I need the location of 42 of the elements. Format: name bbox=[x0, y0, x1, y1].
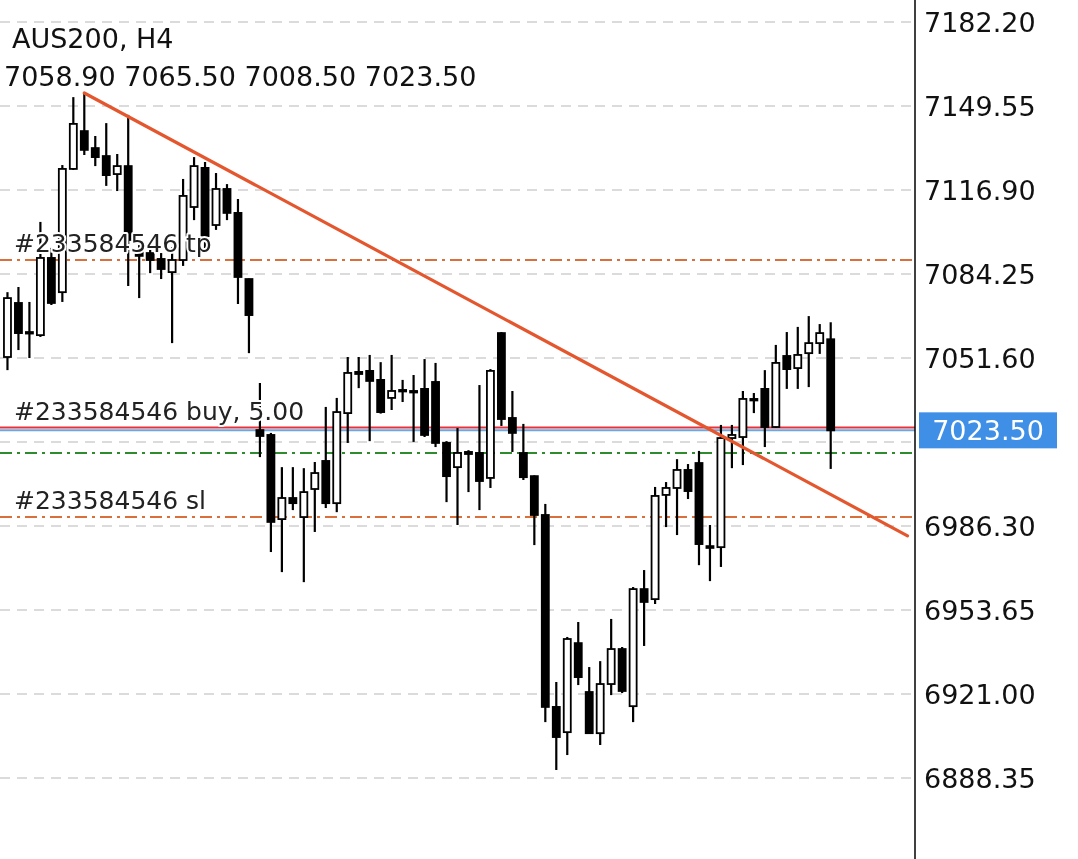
candlestick bbox=[793, 325, 803, 391]
candlestick bbox=[25, 300, 34, 360]
text: 7023.50 bbox=[932, 415, 1044, 447]
candlestick bbox=[365, 353, 375, 443]
candlestick bbox=[661, 480, 671, 529]
y-tick-label: 6953.65 bbox=[924, 594, 1036, 626]
text: AUS200, H4 bbox=[12, 23, 174, 54]
candlestick bbox=[782, 330, 792, 391]
y-tick-label: 6888.35 bbox=[924, 762, 1036, 794]
candlestick bbox=[464, 449, 473, 494]
y-tick-label: 6986.30 bbox=[924, 510, 1036, 542]
candlestick bbox=[79, 91, 89, 157]
candlestick bbox=[683, 462, 693, 501]
y-tick-label: 7149.55 bbox=[924, 90, 1036, 122]
candlestick bbox=[101, 122, 111, 187]
y-tick-label: 7051.60 bbox=[924, 342, 1036, 374]
candlestick bbox=[277, 466, 287, 574]
candlestick bbox=[409, 373, 419, 444]
candlestick bbox=[156, 251, 166, 281]
candlestick bbox=[90, 134, 100, 168]
ref-line-label: #233584546 sl bbox=[14, 486, 207, 516]
candlestick bbox=[112, 152, 122, 193]
y-tick-label: 7182.20 bbox=[924, 6, 1036, 38]
candlestick bbox=[222, 183, 232, 222]
candlestick bbox=[727, 423, 737, 470]
candlestick bbox=[288, 466, 298, 512]
candlestick bbox=[398, 378, 408, 404]
candlestick bbox=[815, 322, 825, 356]
candlestick bbox=[639, 568, 649, 648]
text: 7058.90 7065.50 7008.50 7023.50 bbox=[4, 61, 477, 92]
candlestick bbox=[387, 353, 397, 412]
candlestick bbox=[354, 355, 364, 390]
candlestick bbox=[453, 426, 462, 527]
candlestick bbox=[804, 314, 814, 389]
candlestick bbox=[749, 391, 759, 415]
y-tick-label: 6921.00 bbox=[924, 678, 1036, 710]
y-tick-label: 7116.90 bbox=[924, 174, 1036, 206]
candlestick bbox=[507, 389, 517, 454]
candlestick bbox=[672, 458, 682, 537]
y-tick-label: 7084.25 bbox=[924, 258, 1036, 290]
candlestick bbox=[705, 523, 715, 583]
candlestick bbox=[310, 460, 320, 534]
